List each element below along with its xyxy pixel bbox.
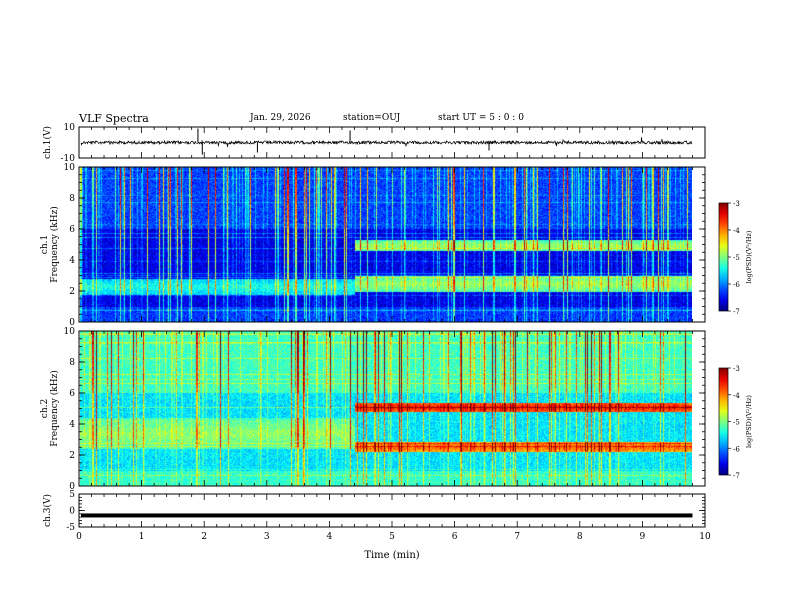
ch1-spectrogram-ytick-label-4: 4 [69, 256, 75, 266]
ch3-waveform-ytick-label-5: 5 [69, 490, 75, 500]
ch1-spectrogram-ytick-label-6: 6 [69, 225, 75, 235]
ch2-spectrogram-ytick-label-4: 4 [69, 420, 75, 430]
ch1-spectrogram-colorbar-label--7: -7 [733, 308, 740, 316]
ch1-spectrogram-image [80, 167, 692, 322]
figure-title: VLF Spectra [79, 112, 149, 125]
ch2-spectrogram-ytick-label-2: 2 [69, 451, 75, 461]
x-tick-label-6: 6 [452, 532, 458, 542]
station-label: station=OUJ [343, 113, 401, 123]
ch1-spectrogram-colorbar-title: log(PSD)(V²/Hz) [745, 230, 753, 283]
date-label: Jan. 29, 2026 [250, 113, 311, 123]
ch3-waveform-trace [81, 513, 693, 518]
ch2-spectrogram-frame [78, 330, 706, 487]
x-tick-label-0: 0 [76, 532, 82, 542]
ch1-spectrogram-colorbar-label--6: -6 [733, 281, 740, 289]
ch1-spectrogram-ytick-label-10: 10 [64, 163, 76, 173]
ch2-spectrogram-ytick-label-0: 0 [69, 482, 75, 492]
x-tick-label-9: 9 [640, 532, 646, 542]
ch2-spectrogram-ylabel-line: ch.2 [40, 399, 50, 418]
ch2-spectrogram-colorbar-label--3: -3 [733, 365, 740, 373]
ch2-spectrogram-ylabel: ch.2Frequency (kHz) [40, 370, 60, 447]
ch1-spectrogram-ytick-label-0: 0 [69, 318, 75, 328]
ch2-spectrogram-ytick-label-6: 6 [69, 389, 75, 399]
ch1-spectrogram-ylabel-line: Frequency (kHz) [49, 206, 60, 283]
ch2-spectrogram-colorbar-label--7: -7 [733, 472, 740, 480]
ch1-spectrogram-ytick-label-8: 8 [69, 194, 75, 204]
ch1-waveform-ylabel: ch.1(V) [42, 126, 53, 159]
ch2-spectrogram-colorbar-label--6: -6 [733, 445, 740, 453]
ch2-spectrogram-ytick-label-8: 8 [69, 358, 75, 368]
ch1-spectrogram-ylabel: ch.1Frequency (kHz) [40, 206, 60, 283]
ch2-spectrogram-image [80, 331, 692, 486]
x-tick-label-3: 3 [264, 532, 270, 542]
ch1-spectrogram-frame [78, 166, 706, 323]
ch2-spectrogram-colorbar-label--4: -4 [733, 392, 740, 400]
ch1-spectrogram-colorbar-label--4: -4 [733, 227, 740, 235]
ch3-waveform-ytick-label-0: 0 [69, 507, 75, 517]
ch3-waveform-ytick-label--5: -5 [66, 523, 75, 533]
ch1-spectrogram-colorbar-label--3: -3 [733, 200, 740, 208]
ch2-spectrogram-ylabel-line: Frequency (kHz) [49, 370, 60, 447]
ch1-spectrogram-colorbar [718, 202, 729, 312]
x-tick-label-7: 7 [514, 532, 520, 542]
x-tick-label-1: 1 [139, 532, 145, 542]
x-tick-label-8: 8 [577, 532, 583, 542]
ch2-spectrogram-colorbar-title: log(PSD)(V²/Hz) [745, 395, 753, 448]
ch1-spectrogram-colorbar-label--5: -5 [733, 254, 740, 262]
ch2-spectrogram-ytick-label-10: 10 [64, 327, 76, 337]
x-tick-label-2: 2 [201, 532, 207, 542]
ch1-waveform-ytick-label--10: -10 [61, 154, 76, 164]
ch1-waveform-trace [80, 137, 693, 148]
ch2-spectrogram-colorbar [718, 367, 729, 476]
ch3-waveform-ylabel: ch.3(V) [42, 494, 53, 527]
x-tick-label-5: 5 [389, 532, 395, 542]
ch2-spectrogram-colorbar-label--5: -5 [733, 419, 740, 427]
ch1-spectrogram-ytick-label-2: 2 [69, 287, 75, 297]
ch1-spectrogram-ylabel-line: ch.1 [40, 235, 50, 254]
ch1-waveform-ytick-label-10: 10 [64, 123, 76, 133]
x-tick-label-4: 4 [327, 532, 333, 542]
start-time-label: start UT = 5 : 0 : 0 [438, 113, 524, 123]
x-tick-label-10: 10 [699, 532, 711, 542]
x-axis-title: Time (min) [364, 550, 419, 561]
